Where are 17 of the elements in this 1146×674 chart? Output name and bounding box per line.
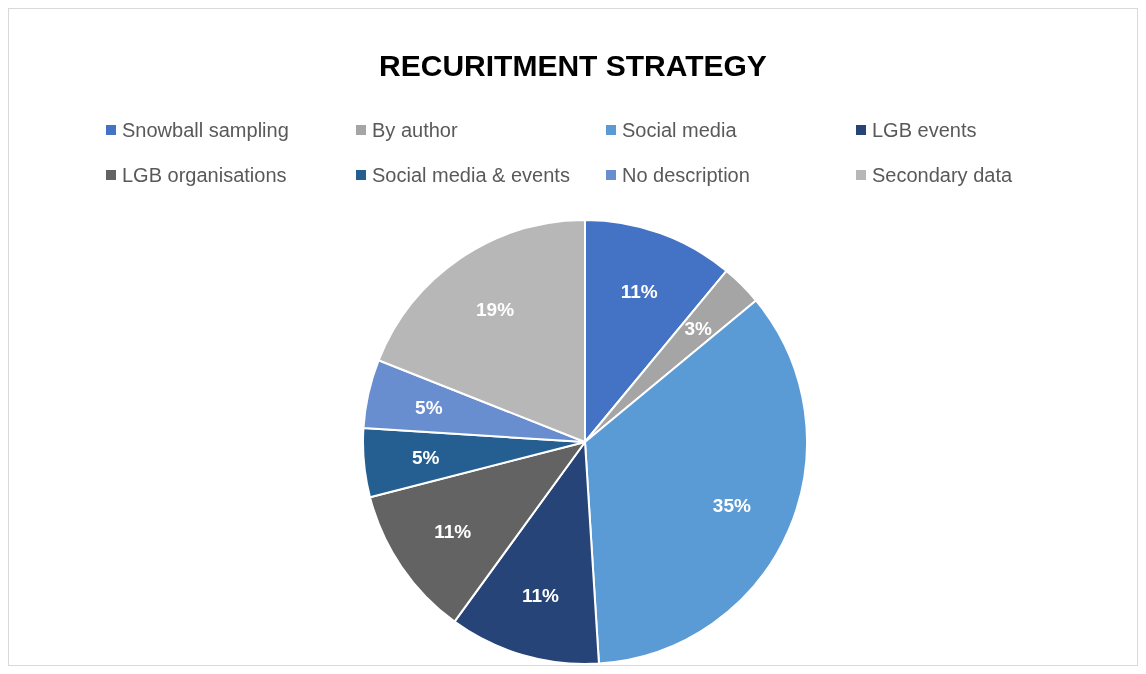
legend-label: Social media & events <box>372 164 570 186</box>
data-label: 3% <box>684 318 712 340</box>
data-label: 11% <box>434 521 472 543</box>
chart-title: RECURITMENT STRATEGY <box>379 48 767 82</box>
legend-label: No description <box>622 164 750 186</box>
legend-label: LGB organisations <box>122 164 287 186</box>
data-label: 35% <box>712 495 751 517</box>
data-label: 19% <box>476 299 515 321</box>
legend-label: By author <box>372 119 458 141</box>
data-label: 5% <box>415 396 443 418</box>
data-label: 11% <box>521 585 559 607</box>
data-label: 11% <box>620 280 658 302</box>
legend-label: Snowball sampling <box>122 119 289 141</box>
legend-label: Social media <box>622 119 738 141</box>
legend-label: LGB events <box>872 119 977 141</box>
data-label: 5% <box>411 446 440 468</box>
legend-label: Secondary data <box>872 164 1013 186</box>
